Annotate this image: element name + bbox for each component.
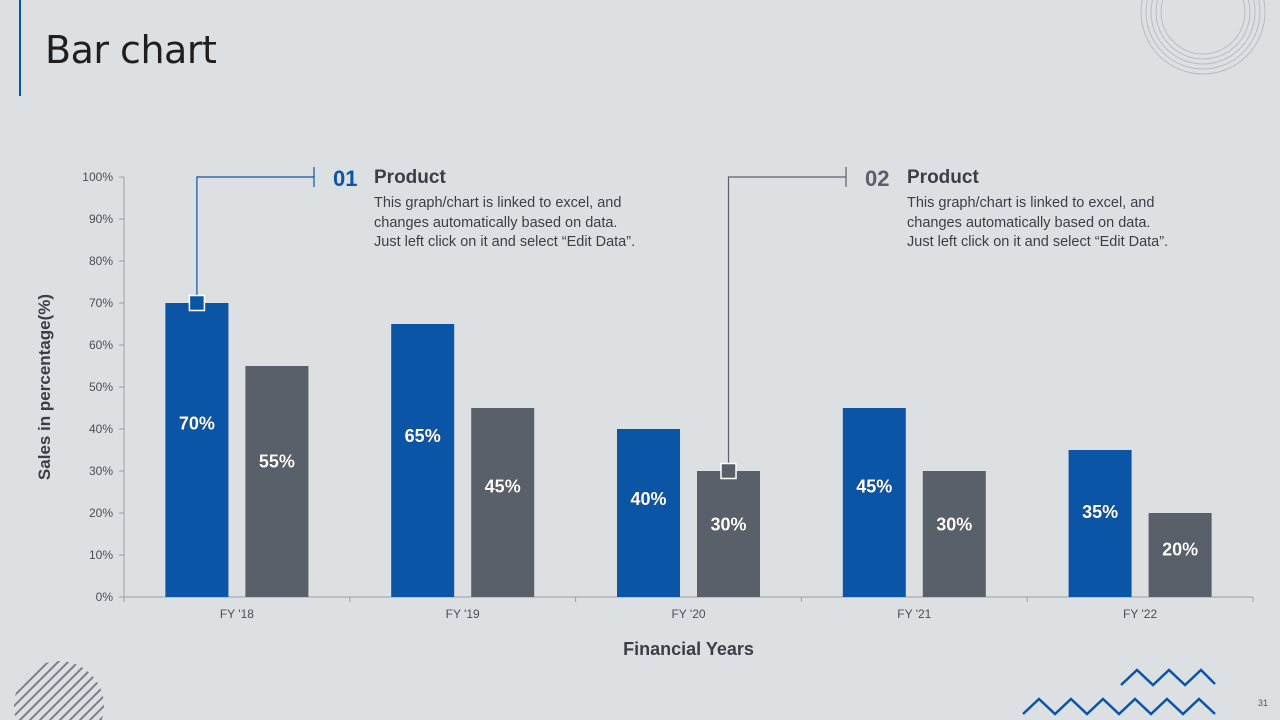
- y-tick-label: 10%: [89, 548, 113, 562]
- decorative-hatched-circle: [14, 661, 104, 720]
- y-tick-label: 90%: [89, 212, 113, 226]
- x-tick-label: FY '20: [671, 607, 705, 621]
- callout-1-line-1: This graph/chart is linked to excel, and: [374, 195, 622, 211]
- callout-1-line-3: Just left click on it and select “Edit D…: [374, 234, 636, 250]
- callout-2-line-2: changes automatically based on data.: [907, 214, 1151, 231]
- data-label: 30%: [710, 514, 746, 534]
- data-label: 45%: [485, 477, 521, 497]
- data-label: 35%: [1082, 502, 1118, 522]
- decorative-circles: [1140, 0, 1266, 75]
- data-label: 65%: [405, 426, 441, 446]
- bar: [165, 303, 229, 597]
- callout-1-body: This graph/chart is linked to excel, and…: [374, 194, 635, 253]
- y-tick-label: 60%: [89, 338, 113, 352]
- bar: [842, 408, 906, 597]
- title-accent-bar: [19, 0, 21, 96]
- callout-2-body: This graph/chart is linked to excel, and…: [907, 194, 1168, 253]
- bar: [617, 429, 680, 597]
- y-tick-label: 20%: [89, 506, 113, 520]
- y-tick-label: 30%: [89, 464, 113, 478]
- data-label: 20%: [1162, 540, 1198, 560]
- x-axis-title: Financial Years: [623, 639, 754, 659]
- data-label: 40%: [630, 489, 666, 509]
- y-tick-label: 100%: [82, 170, 113, 184]
- bar: [245, 366, 309, 597]
- x-tick-label: FY '19: [446, 607, 480, 621]
- data-label: 70%: [179, 414, 215, 434]
- callout-2-number: 02: [865, 166, 890, 191]
- bar: [922, 471, 986, 597]
- bar: [1148, 513, 1212, 597]
- callout-2-heading: Product: [907, 167, 979, 188]
- x-tick-label: FY '21: [897, 607, 931, 621]
- callout-1-line-2: changes automatically based on data.: [374, 214, 618, 231]
- callout-1-number: 01: [333, 166, 358, 191]
- page-title: Bar chart: [45, 28, 217, 72]
- y-tick-label: 0%: [96, 590, 114, 604]
- callout-1-connector-line: [196, 176, 314, 303]
- data-label: 30%: [936, 514, 972, 534]
- slide-number: 31: [1257, 698, 1268, 708]
- callout-2-connector-marker: [720, 462, 737, 480]
- callout-1-heading: Product: [374, 167, 446, 188]
- callout-1-connector-marker: [188, 294, 206, 312]
- data-label: 45%: [856, 477, 892, 497]
- bar: [391, 324, 455, 597]
- y-tick-label: 80%: [89, 254, 113, 268]
- callout-2-line-1: This graph/chart is linked to excel, and: [907, 195, 1155, 211]
- data-label: 55%: [259, 451, 295, 471]
- x-tick-label: FY '18: [220, 607, 254, 621]
- callout-2-connector-line: [727, 176, 846, 471]
- bar: [697, 471, 760, 597]
- y-tick-label: 50%: [89, 380, 113, 394]
- decorative-zigzag: [1022, 668, 1216, 716]
- y-tick-label: 40%: [89, 422, 113, 436]
- y-tick-label: 70%: [89, 296, 113, 310]
- x-tick-label: FY '22: [1123, 607, 1157, 621]
- y-axis-title: Sales in percentage(%): [35, 294, 54, 480]
- bar: [471, 408, 535, 597]
- callout-2-line-3: Just left click on it and select “Edit D…: [907, 234, 1169, 250]
- bar: [1068, 450, 1132, 597]
